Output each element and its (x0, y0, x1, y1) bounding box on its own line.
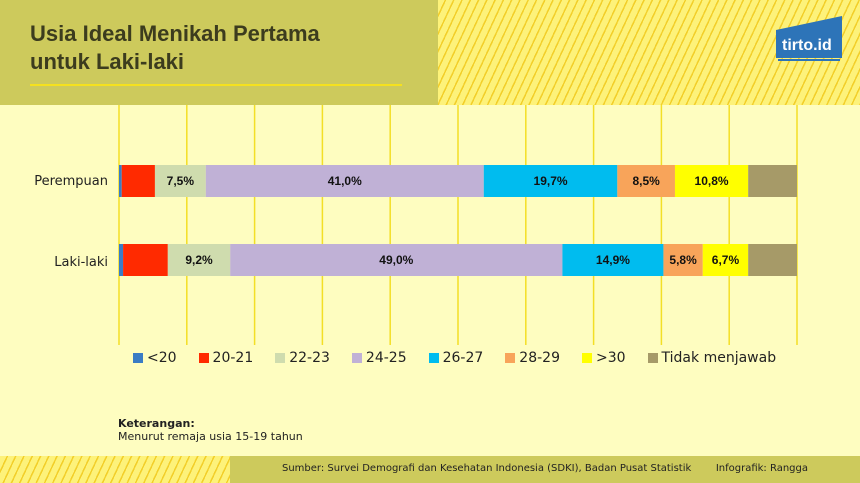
legend-swatch (581, 353, 592, 363)
legend-swatch (647, 353, 658, 363)
source-text: Sumber: Survei Demografi dan Kesehatan I… (282, 463, 692, 474)
header-panel (0, 0, 438, 105)
bar-segment (562, 244, 664, 276)
data-label: 6,7% (712, 253, 740, 267)
bar-segment (702, 244, 749, 276)
legend-item: 22-23 (275, 350, 330, 366)
legend-label: 26-27 (442, 350, 484, 366)
legend-item: 26-27 (428, 350, 484, 366)
legend-swatch (351, 353, 362, 363)
credit-text: Infografik: Rangga (715, 463, 808, 474)
legend-item: 24-25 (351, 350, 407, 366)
data-label: 8,5% (632, 174, 660, 188)
bar-segment (230, 244, 563, 276)
legend-swatch (133, 353, 143, 363)
bar-segment (167, 244, 231, 276)
bar-segment (663, 244, 703, 276)
data-label: 41,0% (328, 174, 362, 188)
bar-segment (119, 244, 124, 276)
note-text: Menurut remaja usia 15-19 tahun (118, 430, 303, 443)
legend-label: 22-23 (289, 350, 330, 366)
data-label: 5,8% (669, 253, 697, 267)
bar-chart: 7,5% 41,0% 19,7% 8,5% 10,8% 9,2% 49,0% 14,9% 5,8… (118, 105, 798, 345)
bar-segment (748, 244, 797, 276)
legend-item: <20 (133, 350, 177, 366)
legend-item: Tidak menjawab (647, 350, 777, 366)
data-label: 7,5% (167, 174, 195, 188)
note: Keterangan: Menurut remaja usia 15-19 tah… (118, 417, 303, 443)
legend-label: 20-21 (212, 350, 254, 366)
title-line-2: untuk Laki-laki (30, 49, 185, 74)
data-label: 9,2% (185, 253, 213, 267)
category-label: Laki-laki (54, 255, 108, 270)
legend-label: <20 (147, 350, 177, 366)
bar-segment (121, 165, 155, 197)
bar-segment (748, 165, 797, 197)
legend-label: 24-25 (365, 350, 407, 366)
category-label: Perempuan (34, 174, 108, 189)
legend-item: 28-29 (505, 350, 560, 366)
bar-segment (154, 165, 206, 197)
bar-segment (483, 165, 618, 197)
tirto-logo (776, 16, 842, 61)
bar-segment (123, 244, 168, 276)
legend: <20 20-21 22-23 24-25 26-27 28-29 >30 Tidak men… (133, 350, 798, 366)
data-label: 14,9% (596, 253, 630, 267)
bar-segment (674, 165, 749, 197)
legend-swatch (428, 353, 439, 363)
legend-swatch (505, 353, 516, 363)
chart-title: Usia Ideal Menikah Pertama untuk Laki-lak… (30, 20, 320, 76)
legend-label: 28-29 (519, 350, 560, 366)
legend-label: >30 (595, 350, 626, 366)
legend-item: 20-21 (198, 350, 254, 366)
legend-swatch (198, 353, 209, 363)
logo-text: tirto.id (782, 37, 832, 54)
bar-segment (617, 165, 675, 197)
bar-segment (119, 165, 122, 197)
footer-stripes (0, 456, 230, 483)
legend-item: >30 (581, 350, 626, 366)
legend-swatch (275, 353, 286, 363)
bar-segment (205, 165, 484, 197)
title-line-1: Usia Ideal Menikah Pertama (30, 21, 320, 46)
note-title: Keterangan: (118, 417, 195, 430)
chart-area: 7,5% 41,0% 19,7% 8,5% 10,8% 9,2% 49,0% 14,9% 5,8… (0, 105, 860, 405)
legend-label: Tidak menjawab (661, 350, 777, 366)
data-label: 19,7% (534, 174, 568, 188)
footer: Sumber: Survei Demografi dan Kesehatan I… (230, 456, 860, 483)
data-label: 10,8% (695, 174, 729, 188)
data-label: 49,0% (379, 253, 413, 267)
title-underline (30, 84, 402, 86)
